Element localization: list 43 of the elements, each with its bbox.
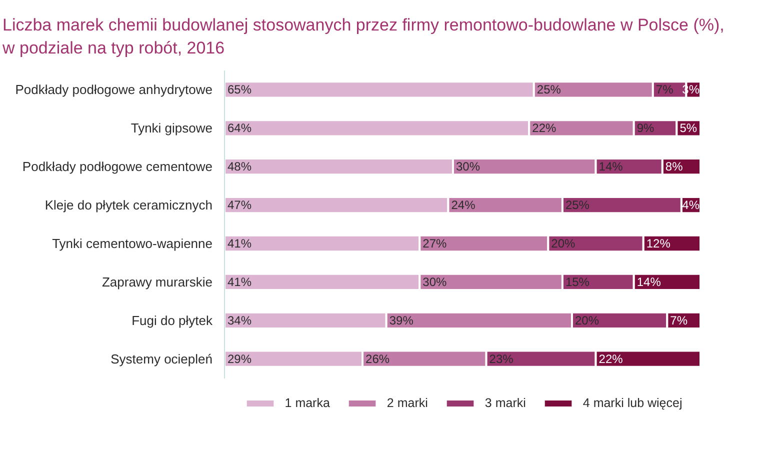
y-tick-label: Zaprawy murarskie (102, 274, 213, 290)
data-label: 20% (574, 313, 600, 328)
legend-label: 2 marki (386, 396, 428, 410)
legend-label: 1 marka (284, 396, 330, 410)
data-label: 41% (228, 236, 252, 250)
data-label: 34% (228, 313, 252, 328)
data-label: 27% (422, 236, 448, 250)
y-tick-label: Kleje do płytek ceramicznych (44, 198, 213, 213)
data-label: 30% (456, 160, 480, 174)
chart-title: Liczba marek chemii budowlanej stosowanych przez firmy remontowo-budowlane w Polsce (%), w podziale na typ robót, 2016 (2, 16, 724, 58)
data-label: 12% (646, 236, 671, 250)
data-label: 47% (228, 198, 252, 212)
data-label: 15% (565, 274, 590, 289)
data-label: 9% (636, 121, 655, 136)
y-tick-label: Systemy ociepleń (110, 351, 213, 366)
data-label: 25% (565, 198, 590, 212)
y-tick-label: Podkłady podłogowe anhydrytowe (15, 82, 213, 98)
data-label: 48% (228, 160, 252, 174)
data-label: 25% (536, 82, 562, 97)
data-label: 5% (680, 121, 698, 136)
data-label: 8% (665, 160, 684, 174)
data-label: 26% (366, 352, 390, 366)
data-label: 64% (228, 121, 252, 136)
y-tick-label: Tynki gipsowe (130, 120, 213, 136)
data-label: 24% (451, 198, 476, 212)
data-label: 7% (670, 313, 688, 328)
y-tick-label: Fugi do płytek (132, 312, 213, 328)
data-label: 14% (598, 160, 624, 174)
y-tick-label: Tynki cementowo-wapienne (52, 236, 213, 251)
data-label: 65% (228, 82, 252, 97)
data-label: 30% (422, 274, 448, 289)
data-label: 29% (228, 352, 252, 366)
y-tick-label: Podkłady podłogowe cementowe (22, 159, 213, 174)
data-label: 7% (656, 82, 674, 97)
legend-label: 4 marki lub więcej (582, 396, 682, 410)
data-label: 23% (489, 352, 514, 366)
data-label: 39% (389, 313, 414, 328)
data-label: 14% (636, 274, 662, 289)
data-label: 20% (551, 236, 576, 250)
data-label: 22% (532, 121, 556, 136)
legend-label: 3 marki (484, 396, 526, 410)
data-label: 22% (598, 352, 624, 366)
data-label: 41% (228, 274, 252, 289)
